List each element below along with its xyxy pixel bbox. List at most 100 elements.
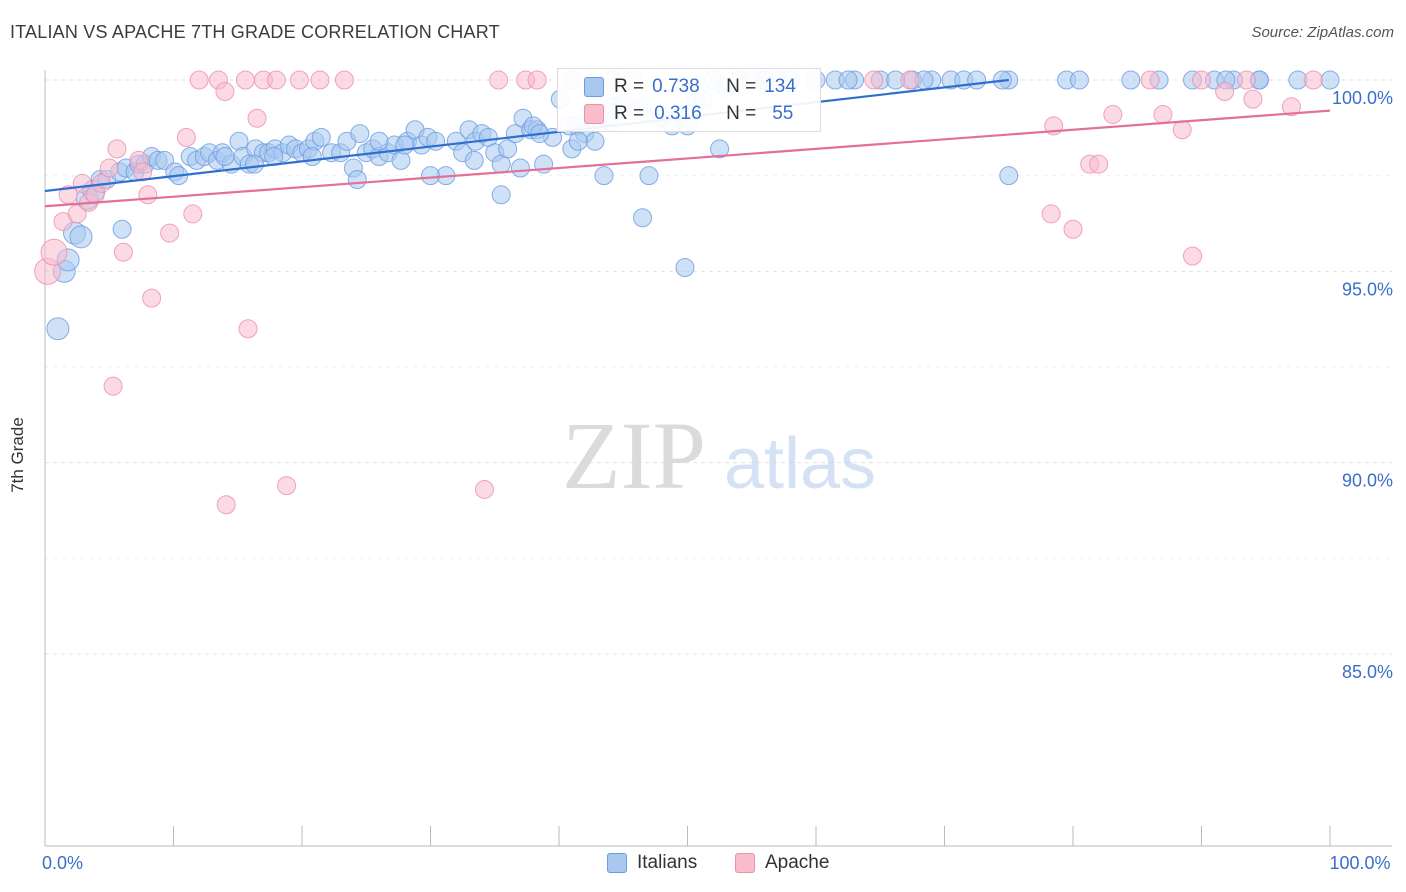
apache-point: [864, 70, 884, 90]
legend-swatch-italians: [584, 77, 604, 97]
apache-point: [527, 70, 547, 90]
legend-row-italians: R = 0.738 N = 134: [558, 73, 796, 101]
italians-point: [633, 208, 653, 228]
apache-point: [1153, 104, 1173, 124]
y-tick-label: 95.0%: [1342, 279, 1393, 299]
italians-point: [639, 166, 659, 186]
apache-trend-line: [44, 109, 1331, 208]
apache-point: [266, 70, 286, 90]
apache-point: [142, 288, 162, 308]
legend-row-apache: R = 0.316 N = 55: [558, 100, 793, 128]
legend-r-label: R =: [614, 76, 645, 97]
legend-swatch-apache: [735, 853, 755, 873]
apache-point: [107, 139, 127, 159]
italians-point: [302, 147, 322, 167]
apache-point: [1215, 81, 1235, 101]
italians-point: [594, 166, 614, 186]
y-tick-label: 85.0%: [1342, 662, 1393, 682]
apache-point: [1172, 120, 1192, 140]
series-legend: Italians Apache: [0, 852, 1406, 878]
italians-point: [491, 185, 511, 205]
italians-point: [69, 225, 93, 249]
watermark-zip: ZIP: [562, 402, 706, 509]
legend-label-italians: Italians: [637, 852, 698, 873]
legend-swatch-italians: [607, 853, 627, 873]
legend-r-value: 0.738: [652, 76, 700, 97]
apache-point: [216, 495, 236, 515]
italians-point: [244, 154, 264, 174]
italians-point: [311, 127, 331, 147]
apache-point: [310, 70, 330, 90]
legend-r-value: 0.316: [654, 103, 702, 124]
y-tick-label: 100.0%: [1332, 88, 1393, 108]
italians-point: [710, 139, 730, 159]
axes: [44, 70, 1392, 847]
apache-point: [474, 479, 494, 499]
apache-point: [176, 127, 196, 147]
apache-point: [1303, 70, 1323, 90]
apache-point: [1140, 70, 1160, 90]
italians-point: [347, 169, 367, 189]
apache-point: [289, 70, 309, 90]
italians-point: [498, 139, 518, 159]
italians-point: [112, 219, 132, 239]
apache-point: [1103, 104, 1123, 124]
apache-point: [1183, 246, 1203, 266]
trend-lines: [44, 78, 1331, 208]
apache-point: [1192, 70, 1211, 90]
apache-point: [1089, 154, 1109, 174]
apache-point: [160, 223, 180, 243]
apache-point: [1041, 204, 1061, 224]
italians-point: [46, 317, 70, 341]
legend-n-label: N =: [726, 103, 757, 124]
italians-point: [568, 131, 588, 151]
italians-point: [967, 70, 987, 90]
legend-item-italians[interactable]: Italians: [607, 852, 697, 874]
y-tick-label: 90.0%: [1342, 471, 1393, 491]
legend-item-apache[interactable]: Apache: [735, 852, 829, 874]
italians-point: [421, 166, 440, 186]
apache-point: [103, 376, 123, 396]
x-tick-label: 0.0%: [42, 853, 83, 873]
chart-title: ITALIAN VS APACHE 7TH GRADE CORRELATION …: [10, 22, 500, 42]
apache-point: [235, 70, 255, 90]
italians-point: [1121, 70, 1141, 90]
apache-point: [247, 108, 267, 128]
legend-swatch-apache: [584, 104, 604, 124]
italians-trend-line: [44, 78, 1009, 193]
italians-point: [675, 258, 695, 278]
watermark-atlas: atlas: [724, 424, 876, 504]
apache-point: [277, 476, 297, 496]
watermark: ZIP atlas: [562, 402, 876, 509]
italians-point: [999, 166, 1019, 186]
apache-point: [1236, 70, 1256, 90]
apache-point: [489, 70, 509, 90]
italians-point: [838, 70, 858, 90]
italians-point: [369, 131, 389, 151]
italians-point: [1069, 70, 1089, 90]
tick-labels: 100.0% 95.0% 90.0% 85.0% 0.0% 100.0%: [42, 88, 1393, 873]
legend-label-apache: Apache: [765, 852, 830, 873]
apache-point: [238, 319, 258, 339]
apache-point: [334, 70, 354, 90]
x-tick-label: 100.0%: [1329, 853, 1390, 873]
apache-point: [99, 158, 119, 178]
italians-point: [215, 147, 235, 167]
apache-point: [40, 238, 68, 266]
source-attribution: Source: ZipAtlas.com: [1251, 24, 1394, 41]
correlation-legend: R = 0.738 N = 134 R = 0.316 N = 55: [557, 68, 821, 132]
apache-point: [133, 162, 153, 182]
apache-point: [215, 81, 235, 101]
italians-point: [350, 124, 370, 144]
italians-point: [510, 158, 530, 178]
apache-point: [1063, 219, 1083, 239]
apache-point: [189, 70, 209, 90]
apache-point: [1281, 97, 1301, 117]
legend-r-label: R =: [614, 103, 645, 124]
apache-point: [183, 204, 203, 224]
italians-point: [464, 150, 484, 170]
legend-n-value: 55: [772, 103, 794, 124]
apache-point: [1243, 89, 1263, 109]
apache-point: [113, 242, 133, 262]
